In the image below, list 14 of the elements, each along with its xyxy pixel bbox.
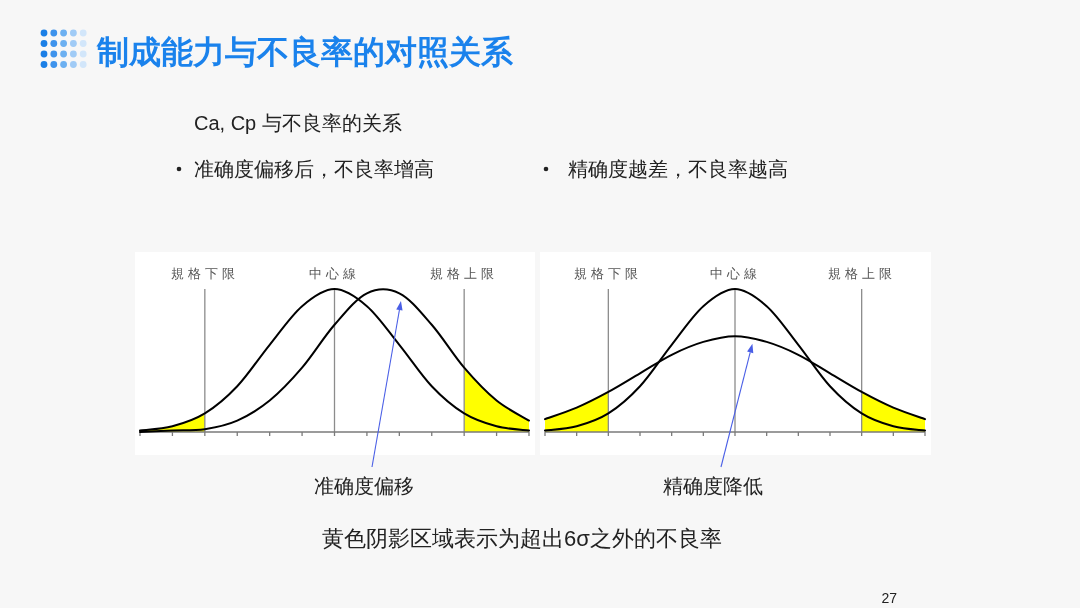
x-tick-label: 中心線 (309, 266, 360, 281)
text: Ca, Cp 与不良率的关系 (194, 112, 402, 134)
chart-title: 精确度越差，不良率越高 (568, 158, 788, 180)
x-tick-label: 規格上限 (827, 267, 896, 281)
chart-title: 准确度偏移后，不良率增高 (194, 158, 434, 180)
text: 准确度偏移 (314, 475, 414, 497)
text: 精确度降低 (663, 475, 763, 497)
x-tick-label: 規格上限 (430, 267, 499, 281)
x-tick-label: 規格下限 (170, 267, 239, 281)
text: 黄色阴影区域表示为超出6σ之外的不良率 (322, 526, 722, 551)
text: 制成能力与不良率的对照关系 (96, 34, 514, 70)
x-tick-label: 規格下限 (574, 267, 643, 281)
text: 27 (881, 590, 898, 606)
x-tick-label: 中心線 (709, 266, 761, 281)
